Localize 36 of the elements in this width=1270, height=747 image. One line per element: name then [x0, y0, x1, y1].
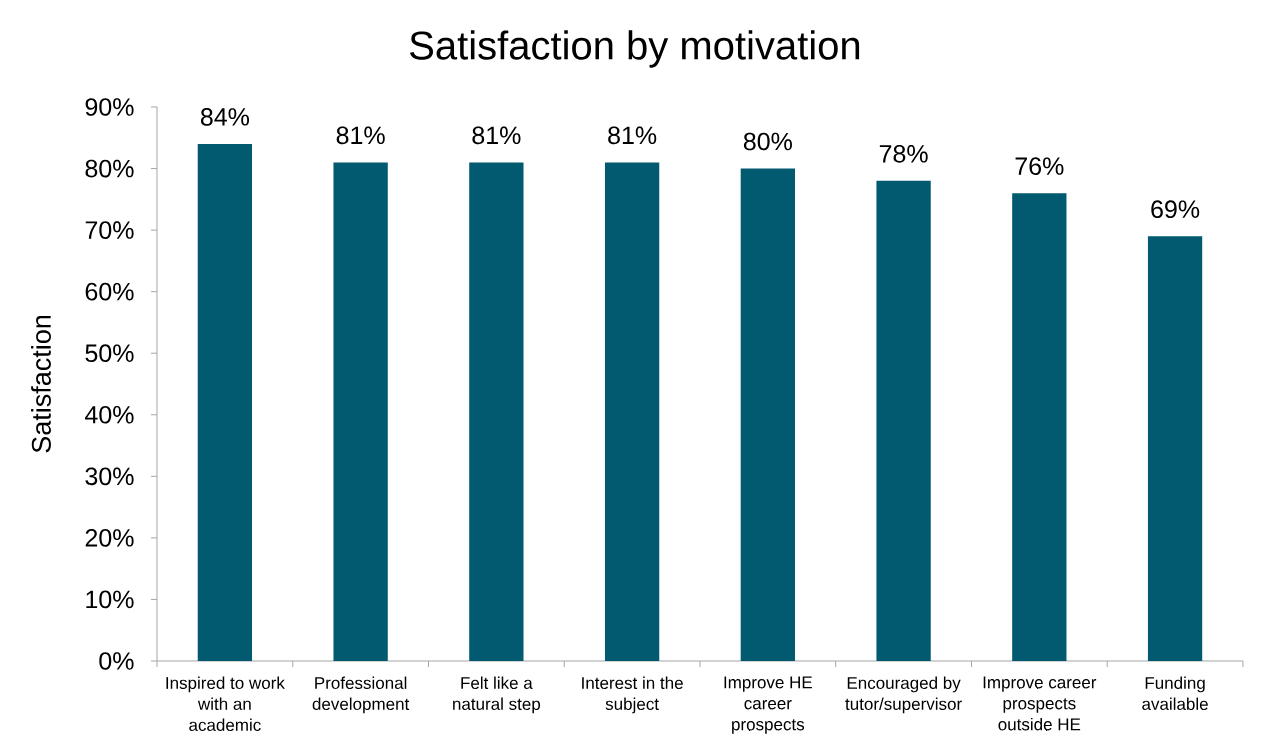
data-label: 80%: [743, 132, 792, 151]
x-tick-label: Inspired to work with an academic: [166, 676, 285, 732]
bar: [1147, 236, 1203, 661]
y-tick-label: 0%: [99, 652, 134, 670]
y-tick-label: 70%: [85, 221, 134, 239]
y-tick-label: 50%: [85, 344, 134, 363]
data-label: 76%: [1015, 157, 1064, 175]
data-label: 81%: [608, 126, 657, 145]
chart-title: Satisfaction by motivation: [410, 30, 860, 68]
x-tick-label: Improve HE career prospects: [724, 676, 812, 734]
data-label: 84%: [200, 108, 250, 126]
y-tick-label: 80%: [85, 159, 134, 178]
data-label: 69%: [1151, 200, 1200, 219]
bar: [197, 143, 253, 661]
y-tick-label: 10%: [86, 590, 134, 609]
x-tick-label: Interest in the subject: [582, 676, 683, 714]
x-tick-label: Felt like a natural step: [453, 676, 541, 714]
y-axis-title: Satisfaction: [31, 315, 51, 453]
bar: [469, 162, 524, 661]
x-tick-label: Improve career prospects outside HE: [983, 676, 1097, 731]
x-tick-label: Encouraged by tutor/supervisor: [845, 676, 962, 714]
data-label: 78%: [879, 144, 928, 163]
bar: [604, 162, 660, 661]
bar: [1012, 193, 1067, 661]
data-label: 81%: [472, 126, 521, 145]
bar: [740, 168, 795, 661]
y-tick-label: 30%: [85, 467, 134, 486]
y-tick-label: 40%: [85, 405, 134, 424]
y-tick-label: 90%: [85, 98, 134, 116]
y-tick-label: 20%: [85, 529, 134, 547]
y-tick-label: 60%: [85, 282, 134, 301]
bar: [333, 162, 388, 661]
x-tick-label: Professional development: [312, 676, 410, 714]
bar: [876, 180, 931, 661]
data-label: 81%: [336, 126, 385, 145]
x-tick-label: Funding available: [1142, 676, 1208, 711]
